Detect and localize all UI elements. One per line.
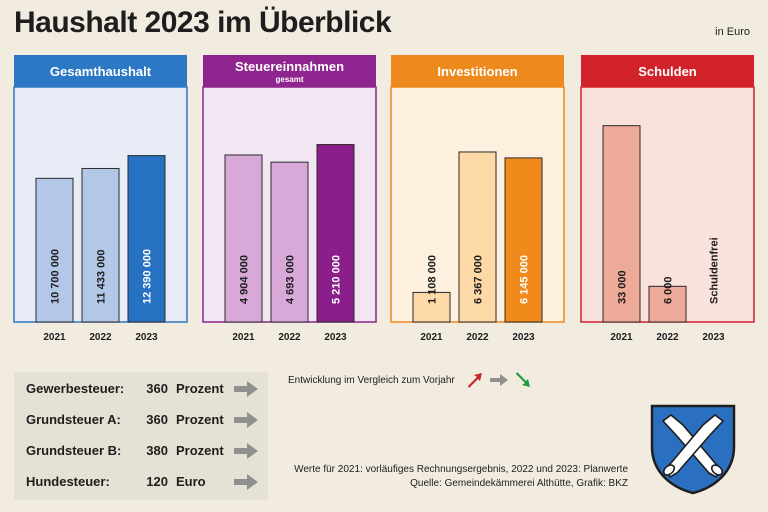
tax-row: Grundsteuer A: 360 Prozent	[26, 409, 266, 433]
trend-same-arrow-icon	[234, 443, 258, 459]
x-tick-label: 2022	[278, 332, 301, 343]
bar-value-label: 6 000	[663, 276, 675, 304]
bar	[81, 167, 120, 323]
bar-value-label: 5 210 000	[331, 255, 343, 304]
chart-header	[391, 55, 564, 87]
tax-unit: Euro	[176, 474, 206, 489]
bar	[127, 155, 166, 323]
bar	[224, 154, 263, 323]
tax-row: Grundsteuer B: 380 Prozent	[26, 440, 266, 464]
bar-value-label: 1 108 000	[427, 255, 439, 304]
x-tick-label: 2023	[702, 332, 725, 343]
chart-header	[203, 55, 376, 87]
x-tick-label: 2021	[610, 332, 633, 343]
tax-unit: Prozent	[176, 381, 224, 396]
tax-unit: Prozent	[176, 412, 224, 427]
tax-value: 360	[146, 381, 168, 396]
trend-same-arrow-icon	[234, 474, 258, 490]
bar	[270, 161, 309, 323]
trend-same-arrow-icon	[234, 412, 258, 428]
bar-value-label: 33 000	[617, 270, 629, 304]
charts-area: Gesamthaushalt 10 700 000 2021 11 433 000 20…	[13, 55, 755, 343]
chart-subtitle: gesamt	[275, 75, 303, 84]
trend-same-arrow-icon	[234, 381, 258, 397]
trend-down-arrow-icon	[515, 372, 530, 387]
tax-name: Grundsteuer B:	[26, 443, 122, 458]
bar-value-label: 12 390 000	[142, 249, 154, 304]
footnote-line: Werte für 2021: vorläufiges Rechnungserg…	[294, 464, 628, 475]
trend-same-arrow-icon	[489, 374, 508, 386]
tax-value: 380	[146, 443, 168, 458]
trend-up-arrow-icon	[467, 373, 482, 388]
tax-name: Gewerbesteuer:	[26, 381, 125, 396]
bar	[316, 144, 355, 323]
tax-row: Hundesteuer: 120 Euro	[26, 471, 266, 495]
chart-title: Investitionen	[437, 64, 517, 79]
bar	[648, 285, 687, 323]
bar	[458, 151, 497, 323]
bar-value-label: 4 904 000	[239, 255, 251, 304]
footnote-line: Quelle: Gemeindekämmerei Althütte, Grafi…	[410, 478, 628, 489]
coat-of-arms-icon	[650, 404, 736, 495]
tax-name: Grundsteuer A:	[26, 412, 121, 427]
tax-value: 360	[146, 412, 168, 427]
x-tick-label: 2023	[512, 332, 535, 343]
chart-title: Gesamthaushalt	[50, 64, 152, 79]
bar-value-label: 10 700 000	[50, 249, 62, 304]
bar-value-label: 4 693 000	[285, 255, 297, 304]
bar-value-label: Schuldenfrei	[709, 237, 721, 304]
tax-value: 120	[146, 474, 168, 489]
trend-legend: Entwicklung im Vergleich zum Vorjahr	[288, 372, 533, 388]
x-tick-label: 2022	[656, 332, 679, 343]
tax-name: Hundesteuer:	[26, 474, 110, 489]
tax-rates-box: Gewerbesteuer: 360 Prozent Grundsteuer A…	[14, 372, 268, 500]
bar-value-label: 11 433 000	[96, 250, 108, 304]
x-tick-label: 2023	[135, 332, 158, 343]
x-tick-label: 2021	[420, 332, 443, 343]
tax-row: Gewerbesteuer: 360 Prozent	[26, 378, 266, 402]
legend-text: Entwicklung im Vergleich zum Vorjahr	[288, 374, 455, 386]
chart-header	[14, 55, 187, 87]
x-tick-label: 2021	[43, 332, 66, 343]
bar-value-label: 6 367 000	[473, 255, 485, 304]
bar	[602, 125, 641, 323]
bar	[35, 177, 74, 323]
tax-unit: Prozent	[176, 443, 224, 458]
x-tick-label: 2023	[324, 332, 347, 343]
chart-header	[581, 55, 754, 87]
bar-value-label: 6 145 000	[519, 255, 531, 304]
x-tick-label: 2022	[466, 332, 489, 343]
chart-title: Steuereinnahmen	[235, 59, 344, 74]
bar	[504, 157, 543, 323]
footnote: Werte für 2021: vorläufiges Rechnungserg…	[294, 463, 628, 491]
page-title: Haushalt 2023 im Überblick	[14, 6, 392, 39]
x-tick-label: 2022	[89, 332, 112, 343]
bar	[412, 291, 451, 323]
chart-title: Schulden	[638, 64, 697, 79]
unit-note: in Euro	[715, 26, 750, 38]
x-tick-label: 2021	[232, 332, 255, 343]
